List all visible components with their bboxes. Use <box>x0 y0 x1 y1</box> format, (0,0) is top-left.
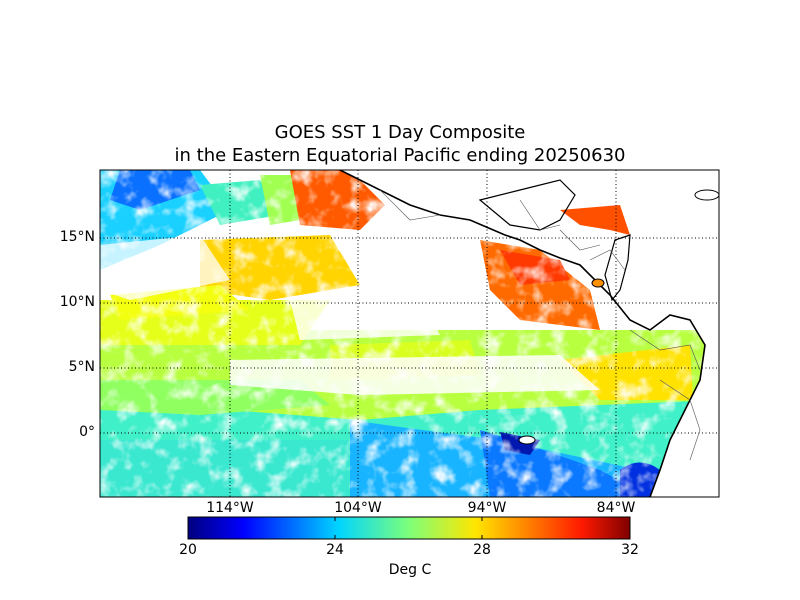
map-frame <box>99 169 720 498</box>
lon-label-114w: 114°W <box>206 500 254 516</box>
lat-label-10n: 10°N <box>59 294 95 310</box>
sst-field <box>100 170 719 497</box>
lat-label-15n: 15°N <box>59 229 95 245</box>
colorbar-tick-20: 20 <box>179 542 197 558</box>
coastline <box>339 170 706 497</box>
map-title-line2: in the Eastern Equatorial Pacific ending… <box>174 145 626 166</box>
colorbar-ticks <box>334 517 483 539</box>
lat-label-0: 0° <box>79 424 95 440</box>
map-title-line1: GOES SST 1 Day Composite <box>274 122 526 143</box>
colorbar-label: Deg C <box>388 562 432 578</box>
colorbar <box>187 516 631 540</box>
colorbar-tick-32: 32 <box>621 542 639 558</box>
lon-label-94w: 94°W <box>467 500 507 516</box>
colorbar-tick-28: 28 <box>473 542 491 558</box>
lon-label-84w: 84°W <box>596 500 636 516</box>
lat-label-5n: 5°N <box>68 359 95 375</box>
lon-label-104w: 104°W <box>334 500 382 516</box>
colorbar-tick-24: 24 <box>326 542 344 558</box>
